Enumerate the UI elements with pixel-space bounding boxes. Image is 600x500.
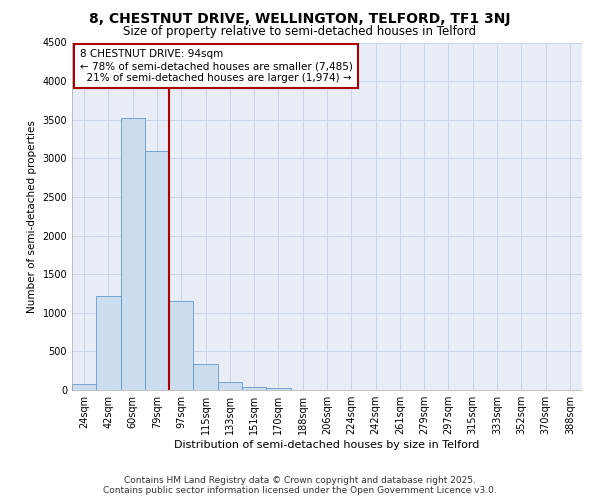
Bar xyxy=(266,388,290,390)
Text: 8, CHESTNUT DRIVE, WELLINGTON, TELFORD, TF1 3NJ: 8, CHESTNUT DRIVE, WELLINGTON, TELFORD, … xyxy=(89,12,511,26)
Text: Contains HM Land Registry data © Crown copyright and database right 2025.
Contai: Contains HM Land Registry data © Crown c… xyxy=(103,476,497,495)
Bar xyxy=(121,118,145,390)
Bar xyxy=(218,382,242,390)
Bar xyxy=(72,384,96,390)
Bar xyxy=(193,364,218,390)
Bar xyxy=(242,386,266,390)
Bar xyxy=(96,296,121,390)
Bar xyxy=(169,301,193,390)
Bar xyxy=(145,150,169,390)
Text: Size of property relative to semi-detached houses in Telford: Size of property relative to semi-detach… xyxy=(124,25,476,38)
Text: 8 CHESTNUT DRIVE: 94sqm
← 78% of semi-detached houses are smaller (7,485)
  21% : 8 CHESTNUT DRIVE: 94sqm ← 78% of semi-de… xyxy=(80,50,353,82)
Y-axis label: Number of semi-detached properties: Number of semi-detached properties xyxy=(27,120,37,312)
X-axis label: Distribution of semi-detached houses by size in Telford: Distribution of semi-detached houses by … xyxy=(175,440,479,450)
